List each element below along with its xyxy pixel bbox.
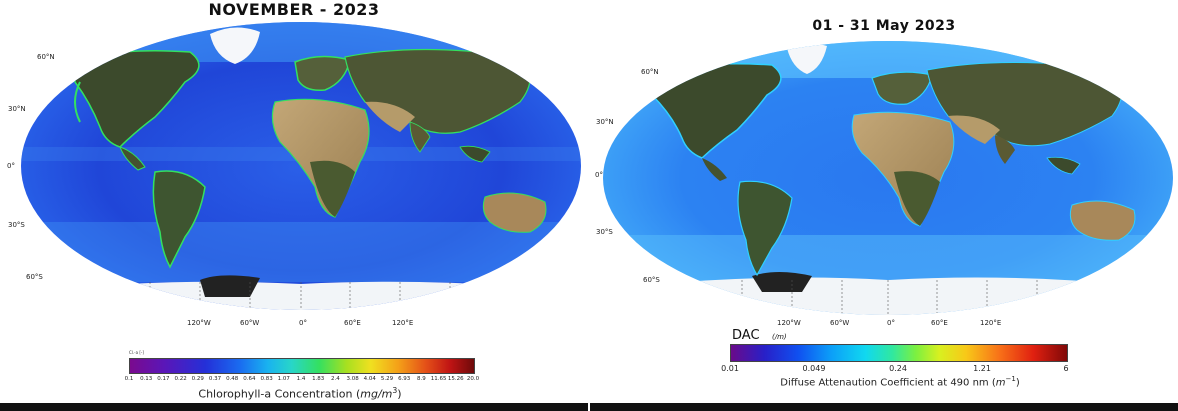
dac-tick-label: 1.21 xyxy=(973,364,991,373)
lon-label-120e: 120°E xyxy=(980,319,1002,327)
chlorophyll-tick-label: 0.17 xyxy=(157,376,170,382)
bottom-border-left xyxy=(0,403,588,411)
chlorophyll-tick-label: 0.64 xyxy=(243,376,256,382)
lat-label-60s: 60°S xyxy=(643,276,660,284)
chlorophyll-tick-label: 0.48 xyxy=(226,376,239,382)
lon-label-0: 0° xyxy=(299,319,307,327)
bottom-border-right xyxy=(590,403,1178,411)
chlorophyll-tick-label: 5.29 xyxy=(380,376,394,382)
lon-label-60w: 60°W xyxy=(240,319,260,327)
chlorophyll-colorbar xyxy=(129,358,475,374)
chlorophyll-tick-label: 0.83 xyxy=(260,376,273,382)
chlorophyll-colorbar-ticks: 0.1 0.13 0.17 0.22 0.29 0.37 0.48 0.64 0.83 1.07 1… xyxy=(125,376,480,384)
lat-label-30s: 30°S xyxy=(596,228,613,236)
chlorophyll-tick-label: 4.04 xyxy=(363,376,376,382)
dac-colorbar-caption: Diffuse Attenaution Coefficient at 490 n… xyxy=(780,375,1020,389)
dac-colorbar-ticks: 0.01 0.049 0.24 1.21 6 xyxy=(721,364,1069,374)
lat-label-30s: 30°S xyxy=(8,221,25,229)
lon-label-0: 0° xyxy=(887,319,895,327)
lon-label-60e: 60°E xyxy=(344,319,361,327)
chlorophyll-tick-label: 15.26 xyxy=(447,376,464,382)
chlorophyll-tick-label: 1.4 xyxy=(296,376,306,382)
chlorophyll-tick-label: 1.07 xyxy=(277,376,290,382)
chlorophyll-tick-label: 1.83 xyxy=(312,376,325,382)
chlorophyll-tick-label: 11.65 xyxy=(430,376,447,382)
chlorophyll-tick-label: 2.4 xyxy=(331,376,340,382)
right-map-title: 01 - 31 May 2023 xyxy=(812,18,956,34)
colorbar-small-label: Cl.-a [-] xyxy=(129,350,144,355)
lon-label-120e: 120°E xyxy=(392,319,414,327)
lon-label-120w: 120°W xyxy=(777,319,801,327)
lat-label-0: 0° xyxy=(595,171,603,179)
chlorophyll-colorbar-caption: Chlorophyll-a Concentration (mg/m3) xyxy=(198,386,402,401)
dac-unit: (/m) xyxy=(772,333,787,341)
left-map-title: NOVEMBER - 2023 xyxy=(208,0,380,19)
lat-label-30n: 30°N xyxy=(596,118,614,126)
chlorophyll-tick-label: 0.29 xyxy=(191,376,204,382)
chlorophyll-tick-label: 8.9 xyxy=(417,376,426,382)
lat-label-30n: 30°N xyxy=(8,105,26,113)
lat-label-60n: 60°N xyxy=(641,68,659,76)
chlorophyll-tick-label: 0.37 xyxy=(208,376,222,382)
dac-tick-label: 0.24 xyxy=(889,364,907,373)
lat-label-60s: 60°S xyxy=(26,273,43,281)
lon-label-60w: 60°W xyxy=(830,319,850,327)
dac-label: DAC xyxy=(732,328,760,343)
lon-label-120w: 120°W xyxy=(187,319,211,327)
chlorophyll-world-map xyxy=(21,22,581,310)
chlorophyll-tick-label: 0.22 xyxy=(174,376,187,382)
chlorophyll-tick-label: 6.93 xyxy=(398,376,411,382)
dac-map-panel: 01 - 31 May 2023 xyxy=(590,0,1178,411)
dac-colorbar xyxy=(730,344,1068,362)
panel-separator xyxy=(588,0,590,411)
lat-label-0: 0° xyxy=(7,162,15,170)
dac-tick-label: 0.01 xyxy=(721,364,739,373)
chlorophyll-tick-label: 0.13 xyxy=(140,376,153,382)
chlorophyll-tick-label: 20.0 xyxy=(466,376,480,382)
dac-world-map xyxy=(603,41,1173,315)
lat-label-60n: 60°N xyxy=(37,53,55,61)
chlorophyll-tick-label: 3.08 xyxy=(346,376,359,382)
dac-tick-label: 0.049 xyxy=(802,364,826,373)
dac-tick-label: 6 xyxy=(1063,364,1069,373)
chlorophyll-map-panel: NOVEMBER - 2023 xyxy=(0,0,588,411)
lon-label-60e: 60°E xyxy=(931,319,948,327)
chlorophyll-tick-label: 0.1 xyxy=(124,376,134,382)
